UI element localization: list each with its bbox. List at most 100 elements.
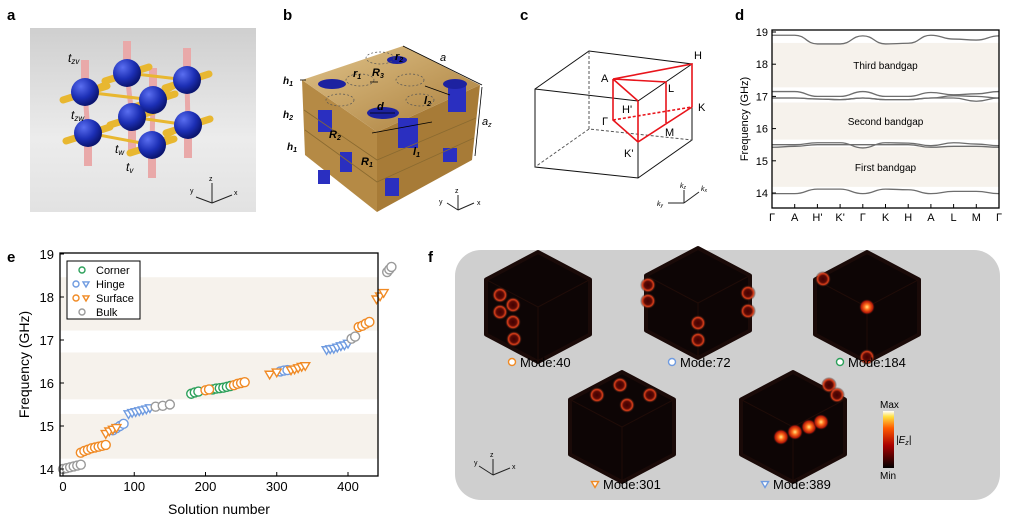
axis-triad-a — [195, 183, 233, 204]
x-tick-label: Γ — [996, 212, 1002, 224]
data-point-surface — [203, 384, 215, 395]
label-R1: R1 — [361, 156, 373, 169]
legend-marker-triangle — [81, 281, 91, 289]
colorbar — [883, 411, 894, 468]
data-point-surface — [263, 370, 276, 381]
x-tick-label: H' — [812, 212, 822, 224]
field-hotspot — [589, 387, 605, 403]
field-hotspot — [640, 277, 656, 293]
mode-label: Mode:389 — [773, 477, 831, 492]
field-hotspot — [813, 414, 829, 430]
cube-edges — [569, 399, 675, 482]
label-tzw: tzw — [71, 108, 85, 123]
eigenfrequency-scatter-chart: 14 15 16 17 18 19 0 100 200 300 400 Solution number… — [16, 247, 397, 517]
x-tick-label: 0 — [59, 479, 66, 494]
axis-x-label: x — [234, 190, 238, 197]
data-point-surface — [271, 368, 283, 379]
bandgap-shading — [772, 146, 999, 187]
data-point-surface — [239, 376, 250, 388]
axis-triad-b — [446, 195, 475, 211]
label-l2: l2 — [424, 95, 431, 108]
top-face — [302, 46, 480, 132]
mode-marker — [507, 357, 517, 367]
band-structure-chart: First bandgap Second bandgap Third bandgap… — [739, 27, 1002, 224]
y-tick-label: 16 — [756, 124, 768, 136]
z-coupling-rod — [84, 138, 92, 166]
mode-marker — [835, 357, 845, 367]
z-coupling-rod — [128, 122, 136, 150]
mode-field-cubes — [484, 246, 921, 484]
field-hotspot — [829, 387, 845, 403]
z-coupling-rod — [81, 60, 89, 80]
mode-marker — [590, 480, 600, 489]
mode-label: Mode:72 — [680, 355, 731, 370]
axis-z-label: z — [455, 188, 459, 195]
mode-label: Mode:301 — [603, 477, 661, 492]
y-tick-label: 17 — [756, 91, 768, 103]
field-hotspot — [859, 349, 875, 365]
frequency-band-shading — [60, 413, 378, 459]
y-tick-label: 14 — [756, 188, 768, 200]
label-h2: h2 — [283, 110, 293, 122]
bandgap-shading — [772, 42, 999, 88]
data-point-surface — [364, 316, 375, 328]
y-tick-label: 17 — [40, 333, 54, 348]
x-tick-label: H — [904, 212, 912, 224]
legend-marker-circle — [72, 294, 80, 302]
band-line — [771, 144, 1000, 148]
x-tick-label: 400 — [337, 479, 359, 494]
field-hotspot — [690, 332, 706, 348]
bandgap-label: Second bandgap — [848, 117, 924, 128]
y-tick-label: 15 — [756, 156, 768, 168]
label-tv: tv — [126, 160, 134, 175]
legend-label: Corner — [96, 265, 130, 277]
lattice-site-ball — [138, 131, 166, 159]
point-Kprime: K' — [624, 148, 633, 160]
axis-y-label: y — [474, 460, 478, 467]
x-tick-label: K — [882, 212, 890, 224]
mode-cube-2 — [813, 250, 921, 365]
field-hotspot — [801, 419, 817, 435]
mode-marker — [760, 480, 770, 489]
right-face — [377, 85, 480, 212]
kz-label: kz — [680, 183, 687, 191]
field-hotspot — [642, 387, 658, 403]
colorbar-quantity: |Ez| — [896, 435, 911, 447]
panel-a-lattice-render: tzv tzw tw tv z y x — [30, 28, 256, 212]
legend-marker — [78, 266, 86, 274]
x-tick-label: Γ — [769, 212, 775, 224]
x-tick-label: M — [972, 212, 981, 224]
legend-label: Hinge — [96, 279, 125, 291]
mode-label: Mode:40 — [520, 355, 571, 370]
band-line — [772, 142, 1000, 149]
axis-z-label: z — [490, 452, 494, 459]
hole-outlines — [325, 51, 435, 107]
bandgap-label: First bandgap — [855, 163, 917, 174]
lattice-site-ball — [74, 119, 102, 147]
label-R2: R2 — [329, 129, 341, 142]
label-d: d — [377, 101, 384, 113]
band-line — [772, 90, 1000, 98]
data-point-bulk — [349, 331, 361, 342]
field-hotspot — [815, 271, 831, 287]
colorbar-max: Max — [880, 400, 899, 411]
point-H: H — [694, 50, 702, 62]
band-line — [772, 95, 1000, 101]
z-coupling-rod — [149, 68, 157, 88]
mode-labels: Mode:40 Mode:72 Mode:184 Mode:301 Mode:389 — [507, 355, 906, 492]
label-h1-top: h1 — [283, 76, 293, 88]
data-point-bulk — [386, 261, 397, 273]
panel-label-c: c — [520, 7, 528, 24]
data-point-surface — [299, 361, 311, 372]
lattice-site-ball — [118, 103, 146, 131]
panel-label-a: a — [7, 7, 16, 24]
x-tick-label: A — [927, 212, 935, 224]
colorbar-min: Min — [880, 471, 896, 482]
bandgap-label: Third bandgap — [853, 61, 918, 72]
y-tick-label: 14 — [40, 462, 54, 477]
panel-f-mode-profiles: Mode:40 Mode:72 Mode:184 Mode:301 Mode:389 M… — [455, 246, 1000, 500]
x-axis-label: Solution number — [168, 501, 270, 517]
lattice-site-ball — [113, 59, 141, 87]
field-hotspot — [740, 285, 756, 301]
field-hotspot — [640, 293, 656, 309]
